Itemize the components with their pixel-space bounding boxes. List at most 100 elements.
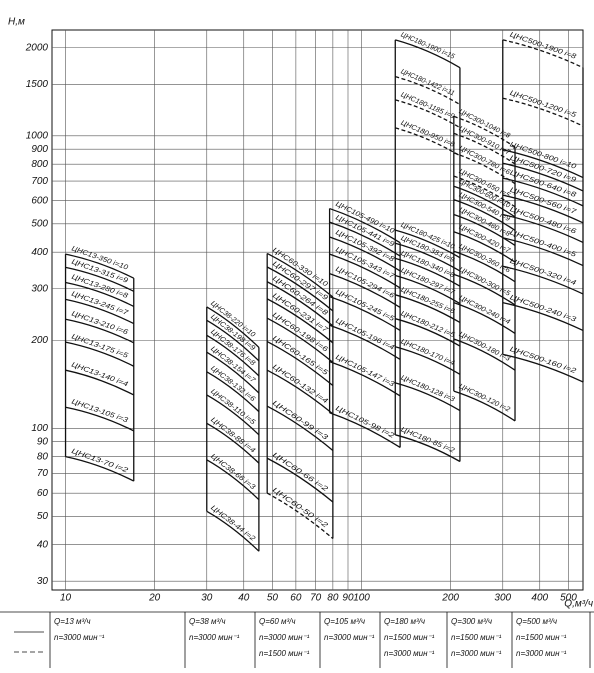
x-tick-label: 40 [238,593,250,604]
y-tick-label: 700 [31,176,48,187]
y-tick-label: 80 [37,451,49,462]
pump-curve [65,266,135,292]
pump-curve [502,162,584,192]
pump-curve [65,298,135,325]
pump-curve [395,99,461,129]
pump-curve [206,306,260,348]
y-tick-label: 1000 [26,130,49,141]
y-tick-label: 200 [30,335,48,346]
flow-label: Q=13 м³/ч [54,617,91,626]
pump-curve [65,318,135,344]
pump-curve [453,115,516,148]
x-tick-label: 60 [290,593,302,604]
y-tick-label: 100 [31,423,48,434]
pump-curve [502,97,584,127]
y-tick-label: 70 [37,468,49,479]
x-tick-label: 200 [441,593,459,604]
pump-curve [395,39,461,69]
pump-curve [329,361,401,397]
speed-label: n=1500 мин⁻¹ [451,633,502,642]
pump-curve [329,324,401,360]
y-tick-label: 90 [37,436,49,447]
pump-curve [502,177,584,207]
pump-curve [266,281,334,327]
pump-curve [453,301,516,334]
x-tick-label: 70 [310,593,322,604]
pump-curve [206,351,260,394]
y-tick-label: 2000 [25,42,49,53]
pump-curve [329,207,401,244]
speed-label: n=1500 мин⁻¹ [384,633,435,642]
pump-curve [502,194,584,224]
y-tick-label: 400 [31,247,48,258]
y-tick-label: 1500 [26,79,49,90]
pump-curve [453,338,516,371]
pump-curve [266,457,334,503]
pump-curve [65,456,135,482]
pump-curve [329,236,401,272]
pump-curve [266,266,334,312]
pump-curve [502,39,584,69]
pump-curve [65,341,135,367]
pump-curve [453,390,516,422]
y-tick-label: 500 [31,218,48,229]
y-tick-label: 60 [37,488,49,499]
x-tick-label: 30 [201,593,213,604]
pump-curve [453,273,516,306]
flow-label: Q=38 м³/ч [189,617,226,626]
speed-label: n=3000 мин⁻¹ [324,633,375,642]
pump-curve [395,434,461,463]
pump-curve [206,371,260,413]
x-tick-label: 10 [60,593,72,604]
pump-curve [453,213,516,246]
pump-curve [266,492,334,539]
pump-curve [453,231,516,263]
pump-curve [453,185,516,218]
y-tick-label: 300 [31,283,48,294]
pump-curve [329,412,401,449]
pump-curve [65,253,135,279]
x-tick-label: 20 [148,593,161,604]
pump-curve [453,132,516,165]
pump-curve [266,340,334,387]
flow-label: Q=180 м³/ч [384,617,425,626]
pump-curve [266,405,334,451]
pump-curve [502,301,584,332]
pump-curve [329,253,401,289]
x-tick-label: 400 [531,593,548,604]
pump-curve [395,382,461,412]
pump-curve [266,317,334,363]
pump-curve [502,213,584,244]
speed-label: n=3000 мин⁻¹ [189,633,240,642]
y-axis-label: H,м [8,17,25,28]
x-axis-label: Q,м³/ч [564,599,593,610]
y-tick-label: 50 [37,511,49,522]
pump-curve [206,510,260,552]
flow-label: Q=500 м³/ч [516,617,557,626]
flow-label: Q=60 м³/ч [259,617,296,626]
x-tick-label: 500 [560,593,577,604]
speed-label: n=3000 мин⁻¹ [384,649,435,658]
x-tick-label: 300 [494,593,511,604]
y-tick-label: 600 [31,195,48,206]
pump-curve [206,459,260,501]
x-tick-label: 100 [353,593,370,604]
speed-label: n=1500 мин⁻¹ [516,633,567,642]
speed-label: n=3000 мин⁻¹ [54,633,105,642]
pump-curve [329,221,401,257]
pump-curve [453,250,516,283]
y-tick-label: 30 [37,576,49,587]
y-tick-label: 40 [37,539,49,550]
speed-label: n=3000 мин⁻¹ [451,649,502,658]
pump-curve [65,369,135,396]
pump-curve [206,334,260,377]
pump-curve [206,422,260,464]
x-tick-label: 90 [342,593,354,604]
speed-label: n=1500 мин⁻¹ [259,649,310,658]
pump-curve [206,319,260,362]
pump-curve [329,272,401,308]
pump-curve [266,369,334,415]
x-tick-label: 50 [267,593,279,604]
y-tick-label: 900 [31,144,48,155]
